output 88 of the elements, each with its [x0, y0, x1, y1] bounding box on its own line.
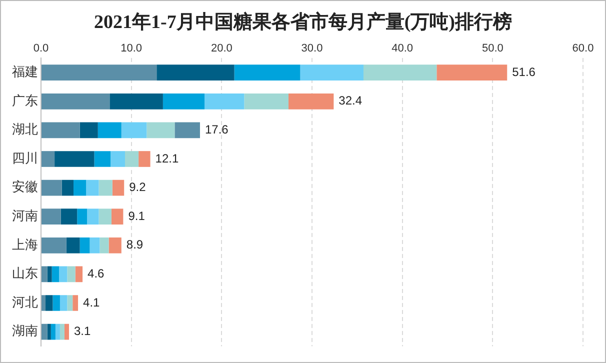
- total-label: 4.1: [83, 295, 100, 310]
- y-tick-label: 河南: [12, 208, 38, 224]
- bar: [436, 64, 508, 81]
- y-tick-label: 山东: [12, 266, 38, 282]
- bar: [98, 180, 112, 196]
- bar: [174, 122, 200, 138]
- y-tick-label: 河北: [12, 295, 38, 310]
- bar: [111, 208, 124, 225]
- bar: [363, 64, 437, 81]
- bar: [288, 93, 334, 110]
- bar: [110, 151, 126, 167]
- bar: [98, 208, 112, 225]
- y-tick-label: 福建: [12, 64, 38, 80]
- bar: [66, 237, 80, 254]
- x-tick-label: 50.0: [482, 42, 504, 55]
- bar: [42, 237, 66, 254]
- y-tick-label: 湖南: [12, 324, 38, 340]
- bar: [80, 237, 90, 254]
- bar: [72, 295, 78, 311]
- y-tick-label: 湖北: [12, 122, 38, 138]
- bar: [110, 93, 163, 110]
- total-label: 3.1: [74, 324, 92, 338]
- bar: [204, 93, 244, 110]
- bar: [42, 151, 55, 167]
- bar: [75, 266, 83, 282]
- bar: [80, 122, 98, 138]
- bar: [87, 208, 99, 225]
- bar: [42, 93, 110, 110]
- total-label: 9.2: [129, 180, 146, 194]
- x-tick-label: 10.0: [120, 42, 142, 55]
- bar: [60, 208, 78, 225]
- bar: [86, 180, 99, 196]
- total-label: 8.9: [126, 238, 144, 252]
- bar: [64, 324, 70, 340]
- bar: [146, 122, 175, 138]
- x-tick-label: 30.0: [301, 42, 323, 55]
- x-tick-label: 40.0: [392, 42, 414, 55]
- total-label: 9.1: [128, 208, 146, 223]
- bar: [60, 324, 64, 340]
- y-tick-label: 四川: [12, 151, 38, 166]
- bar: [125, 151, 139, 167]
- bar: [47, 324, 51, 340]
- bar: [55, 324, 60, 340]
- total-label: 12.1: [155, 151, 179, 166]
- bar: [42, 122, 80, 138]
- bar: [60, 295, 68, 311]
- bar: [52, 295, 60, 311]
- x-tick-label: 20.0: [210, 42, 232, 55]
- total-label: 17.6: [204, 122, 229, 137]
- bar: [47, 266, 52, 282]
- y-tick-label: 上海: [12, 238, 38, 253]
- bar: [90, 237, 100, 254]
- chart-title: 2021年1-7月中国糖果各省市每月产量(万吨)排行榜: [93, 10, 513, 35]
- bar: [50, 324, 56, 340]
- bar: [138, 151, 150, 167]
- bar: [121, 122, 147, 138]
- bar: [42, 266, 48, 282]
- bar: [67, 266, 76, 282]
- bar: [94, 151, 111, 167]
- bar: [62, 180, 74, 196]
- bar: [244, 93, 289, 110]
- x-tick-label: 60.0: [572, 42, 594, 55]
- bar: [98, 122, 122, 138]
- bar: [42, 324, 48, 340]
- total-label: 32.4: [338, 94, 362, 108]
- bar: [234, 64, 300, 81]
- bar: [100, 237, 109, 254]
- bar: [156, 64, 234, 81]
- bar: [112, 180, 124, 196]
- y-tick-label: 广东: [12, 94, 38, 109]
- bar: [67, 295, 73, 311]
- total-label: 51.6: [512, 64, 536, 79]
- bar: [42, 295, 46, 311]
- bar: [108, 237, 122, 254]
- bar: [52, 266, 60, 282]
- bar: [54, 151, 94, 167]
- bar: [42, 64, 157, 81]
- total-label: 4.6: [88, 266, 105, 281]
- bar: [162, 93, 205, 110]
- bar: [77, 208, 88, 225]
- bar: [59, 266, 68, 282]
- bar: [42, 208, 61, 225]
- bar: [42, 180, 62, 196]
- x-tick-label: 0.0: [33, 42, 49, 55]
- bar: [46, 295, 53, 311]
- bar: [300, 64, 364, 81]
- y-tick-label: 安徽: [12, 179, 38, 196]
- bar: [74, 180, 86, 196]
